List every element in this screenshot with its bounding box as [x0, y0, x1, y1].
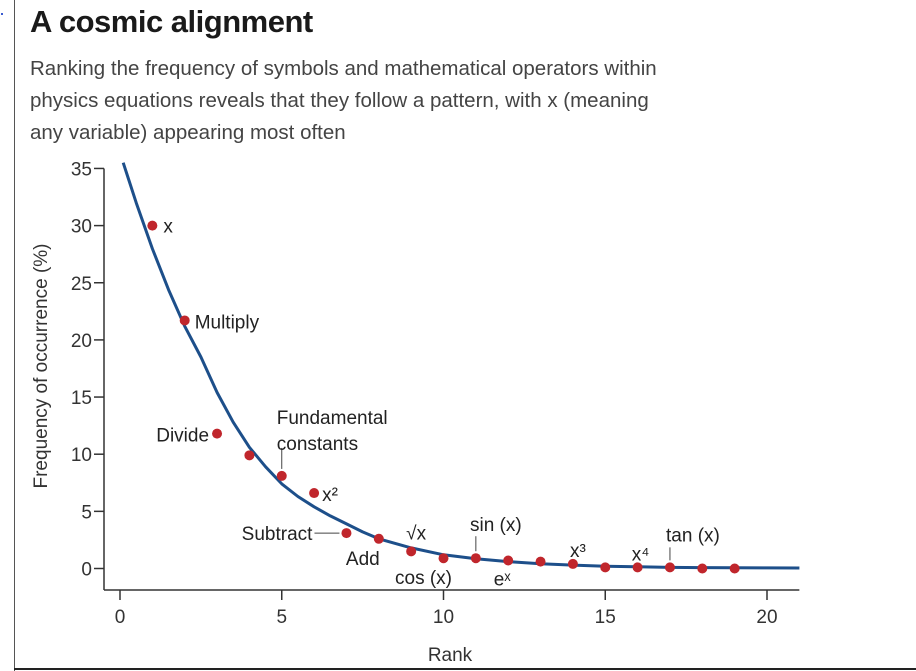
frame-left-border [14, 0, 15, 671]
data-point [212, 428, 223, 439]
y-tick-label: 35 [71, 159, 92, 180]
data-point [406, 546, 417, 557]
axes-group: 0 5 10 15 20 0 5 10 15 20 25 30 35 [71, 159, 800, 628]
y-tick-label: 30 [71, 217, 92, 238]
corner-marker [1, 13, 3, 15]
data-point [373, 533, 384, 544]
data-point [309, 488, 320, 499]
point-label: x⁴ [632, 544, 650, 565]
point-label: x³ [570, 541, 586, 562]
point-label: x² [322, 485, 338, 506]
x-tick-label: 20 [756, 607, 777, 628]
point-label: x [163, 217, 173, 238]
y-tick-label: 20 [71, 331, 92, 352]
data-point [535, 556, 546, 567]
data-point [438, 553, 449, 564]
data-point [341, 528, 352, 539]
fit-curve [121, 162, 800, 570]
data-point [179, 315, 190, 326]
point-label: sin (x) [470, 515, 522, 536]
y-axis-label: Frequency of occurrence (%) [31, 244, 52, 489]
data-point [567, 558, 578, 569]
data-point [632, 562, 643, 573]
point-label: Add [346, 549, 380, 570]
x-tick-label: 0 [115, 607, 126, 628]
data-point [697, 563, 708, 574]
y-tick-label: 0 [81, 560, 92, 581]
data-point [503, 555, 514, 566]
data-point [276, 470, 287, 481]
x-tick-label: 15 [595, 607, 616, 628]
data-point [729, 563, 740, 574]
y-tick-label: 25 [71, 274, 92, 295]
point-label: cos (x) [395, 568, 452, 589]
point-label: Divide [156, 426, 209, 447]
y-tick-label: 10 [71, 445, 92, 466]
x-tick-label: 10 [433, 607, 454, 628]
frame-bottom-border [14, 668, 916, 670]
data-point [244, 450, 255, 461]
point-label: √x [406, 523, 426, 544]
y-tick-label: 15 [71, 388, 92, 409]
point-label-line: Fundamental [277, 408, 388, 429]
point-label: Multiply [195, 312, 260, 333]
point-label: eˣ [494, 569, 512, 590]
data-point [664, 562, 675, 573]
point-label-line: constants [277, 434, 358, 455]
chart-title: A cosmic alignment [30, 4, 313, 39]
data-point [147, 220, 158, 231]
point-label: tan (x) [666, 525, 720, 546]
data-point [600, 562, 611, 573]
point-labels: x Multiply Divide Fundamental constants x² Sub… [156, 217, 720, 591]
data-point [470, 553, 481, 564]
x-axis-label: Rank [428, 645, 473, 666]
point-label: Subtract [242, 524, 313, 545]
chart-subtitle: Ranking the frequency of symbols and mat… [30, 57, 657, 144]
x-tick-label: 5 [276, 607, 287, 628]
data-points [147, 220, 740, 574]
leader-lines [281, 447, 671, 561]
y-tick-label: 5 [81, 502, 92, 523]
point-label: Fundamental constants [277, 408, 388, 455]
